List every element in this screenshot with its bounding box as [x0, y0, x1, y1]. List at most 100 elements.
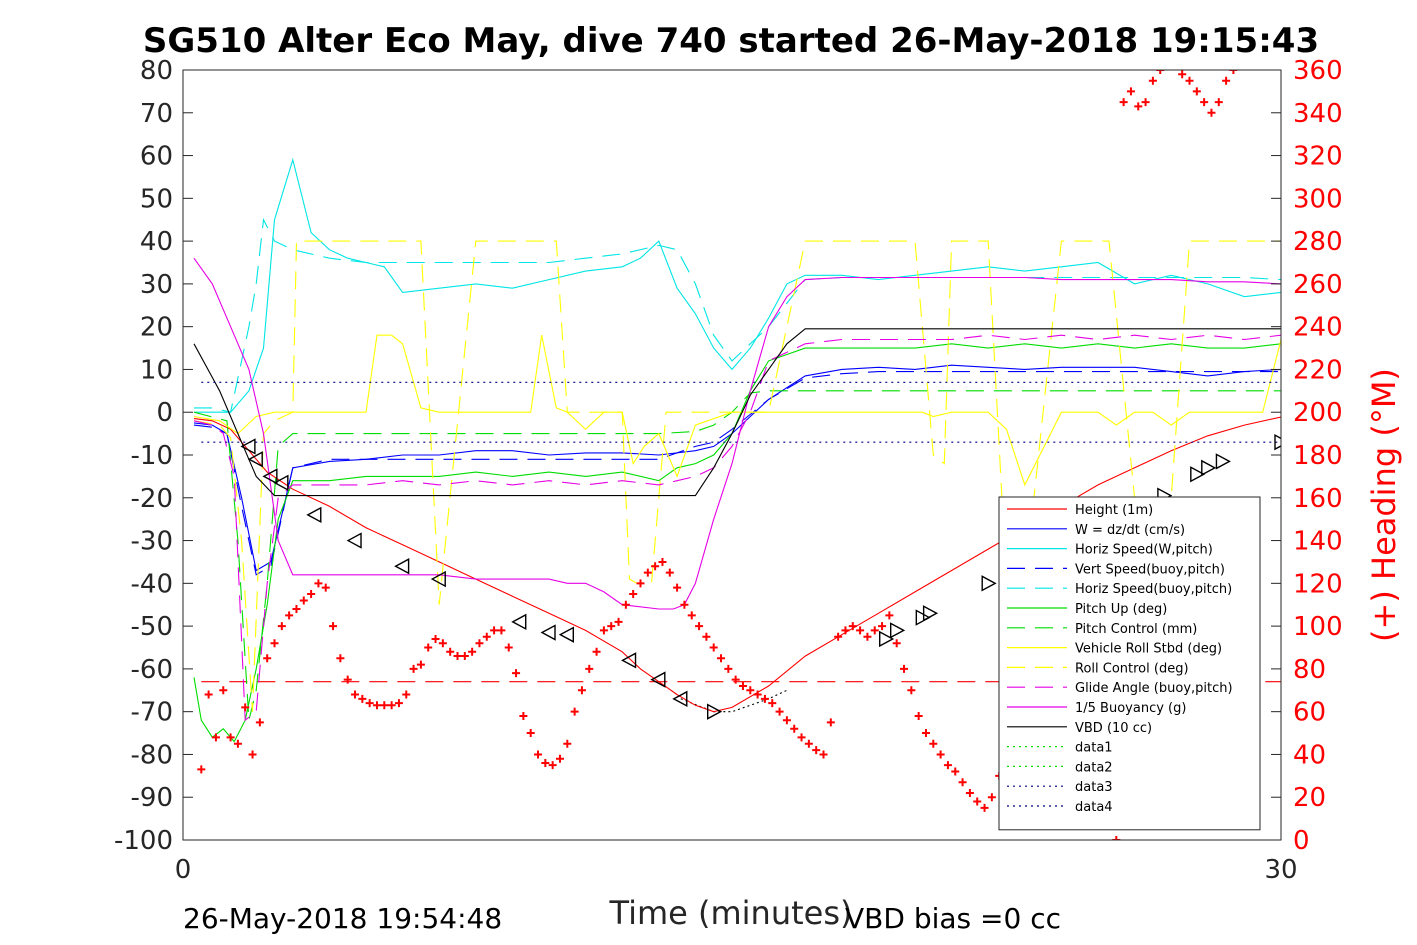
x-tick-label: 0 [175, 855, 192, 885]
heading-point [526, 729, 535, 738]
heading-point [1200, 98, 1209, 107]
heading-point [1126, 87, 1135, 96]
heading-point [1148, 76, 1157, 85]
heading-point [299, 596, 308, 605]
heading-point [563, 739, 572, 748]
y-tick-label: -40 [131, 569, 173, 599]
legend-label: W = dz/dt (cm/s) [1075, 523, 1185, 538]
y2-tick-label: 0 [1293, 826, 1310, 856]
heading-point [914, 711, 923, 720]
heading-point [863, 632, 872, 641]
heading-point [804, 739, 813, 748]
heading-point [248, 750, 257, 759]
dive-marker [346, 532, 362, 549]
heading-point [987, 793, 996, 802]
y-tick-label: 40 [140, 227, 173, 257]
y-tick-label: 30 [140, 270, 173, 300]
heading-point [211, 733, 220, 742]
legend-label: data4 [1075, 800, 1113, 815]
dive-marker [273, 474, 289, 491]
heading-point [812, 746, 821, 755]
dive-marker [621, 652, 637, 669]
chart-title: SG510 Alter Eco May, dive 740 started 26… [143, 21, 1319, 61]
legend-label: Height (1m) [1075, 503, 1153, 518]
heading-point [241, 703, 250, 712]
y-tick-label: 50 [140, 184, 173, 214]
heading-point [1156, 70, 1165, 74]
legend-label: Roll Control (deg) [1075, 661, 1189, 676]
heading-point [460, 652, 469, 661]
heading-point [738, 682, 747, 690]
heading-point [717, 654, 726, 663]
heading-point [848, 622, 857, 631]
heading-point [321, 583, 330, 592]
heading-point [336, 654, 345, 663]
heading-point [438, 639, 447, 648]
climb-marker [1274, 433, 1281, 451]
heading-point [870, 626, 879, 635]
heading-point [973, 797, 982, 806]
y-tick-label: 70 [140, 99, 173, 129]
heading-point [907, 686, 916, 695]
heading-point [380, 701, 389, 710]
y2-tick-label: 40 [1293, 740, 1326, 770]
heading-point [387, 701, 396, 710]
y2-tick-label: 80 [1293, 655, 1326, 685]
heading-point [695, 622, 704, 631]
climb-marker [1190, 466, 1206, 483]
heading-point [416, 660, 425, 669]
heading-point [504, 643, 513, 652]
heading-point [497, 626, 506, 635]
heading-point [490, 626, 499, 635]
heading-point [878, 622, 887, 631]
y2-tick-label: 100 [1293, 612, 1343, 642]
heading-point [1178, 70, 1187, 79]
heading-point [475, 639, 484, 648]
climb-marker [707, 703, 723, 720]
heading-point [841, 626, 850, 635]
heading-point [892, 639, 901, 648]
heading-point [548, 761, 557, 770]
heading-point [358, 694, 367, 703]
heading-point [204, 690, 213, 699]
heading-point [775, 707, 784, 716]
heading-point [446, 647, 455, 656]
heading-point [943, 761, 952, 770]
heading-point [263, 654, 272, 663]
dive-marker [247, 451, 263, 468]
heading-point [760, 694, 769, 703]
heading-point [402, 690, 411, 699]
heading-point [226, 733, 235, 742]
climb-marker [879, 630, 895, 648]
y2-tick-label: 120 [1293, 569, 1343, 599]
heading-point [365, 699, 374, 708]
legend: Height (1m) W = dz/dt (cm/s) Horiz Speed(W… [998, 496, 1261, 831]
heading-point [482, 632, 491, 641]
y-tick-label: 10 [140, 355, 173, 385]
heading-point [687, 611, 696, 620]
heading-point [607, 622, 616, 631]
legend-label: data2 [1075, 760, 1113, 775]
legend-label: Glide Angle (buoy,pitch) [1075, 681, 1233, 696]
heading-point [980, 803, 989, 812]
heading-point [277, 622, 286, 631]
heading-point [570, 707, 579, 716]
dive-marker [306, 506, 322, 524]
y-tick-label: 80 [140, 56, 173, 86]
heading-point [614, 617, 623, 626]
legend-label: data1 [1075, 741, 1113, 756]
heading-point [468, 647, 477, 656]
dive-marker [240, 438, 256, 455]
y-tick-label: -70 [131, 698, 173, 728]
heading-point [936, 750, 945, 759]
y2-tick-label: 300 [1293, 184, 1343, 214]
y-tick-label: -50 [131, 612, 173, 642]
legend-label: VBD (10 cc) [1075, 721, 1152, 736]
heading-point [599, 626, 608, 635]
y2-tick-label: 320 [1293, 142, 1343, 172]
heading-point [307, 590, 316, 599]
climb-marker [981, 575, 997, 592]
heading-point [585, 664, 594, 673]
heading-point [1119, 98, 1128, 107]
heading-point [1207, 108, 1216, 117]
